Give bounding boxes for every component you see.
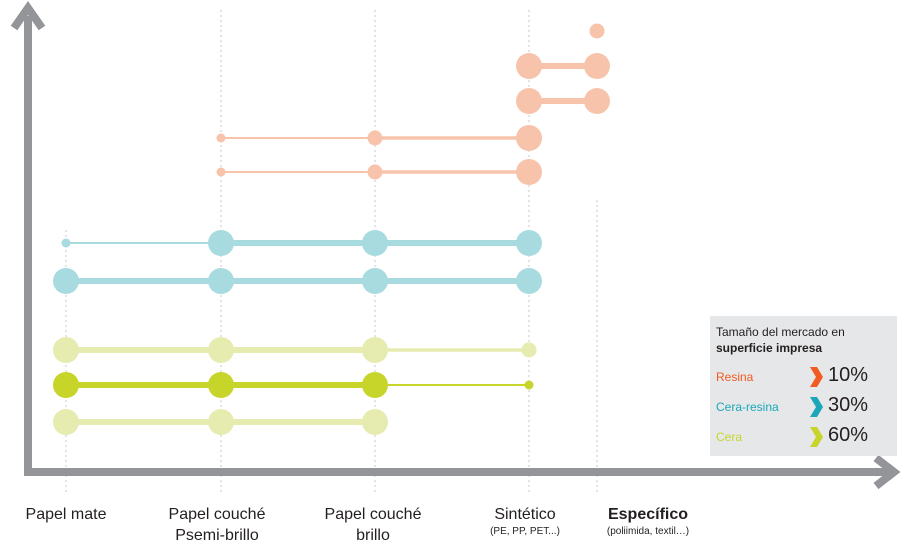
- series-point: [524, 380, 534, 390]
- series-point: [208, 230, 234, 256]
- x-axis: [24, 454, 901, 490]
- legend-item-value: 60%: [828, 424, 869, 446]
- x-tick-sublabel: (poliimida, textil…): [606, 526, 690, 537]
- series-point: [362, 337, 388, 363]
- x-tick-label-line: Sintético: [494, 506, 556, 523]
- series-point: [362, 409, 388, 435]
- series-point: [362, 372, 388, 398]
- legend-item-cera-resina: Cera-resina 30%: [716, 394, 891, 420]
- series-row-cera-resina: [61, 230, 542, 256]
- x-tick-label-line: Psemi-brillo: [175, 527, 259, 544]
- series-point: [521, 342, 537, 358]
- x-tick-label: Específico (poliimida, textil…): [578, 504, 718, 539]
- legend-item-label: Cera-resina: [716, 400, 779, 414]
- series-point: [516, 125, 542, 151]
- series-point: [208, 337, 234, 363]
- series-point: [208, 372, 234, 398]
- legend-subtitle: superficie impresa: [716, 341, 823, 355]
- series-row-resina: [589, 23, 605, 39]
- series-point: [362, 268, 388, 294]
- y-axis: [10, 1, 46, 472]
- legend-title: Tamaño del mercado en: [716, 325, 845, 339]
- series-row-resina: [516, 53, 610, 79]
- series-point: [516, 88, 542, 114]
- x-tick-label-line: Papel couché: [324, 506, 422, 523]
- x-tick-label-line: Papel couché: [168, 506, 266, 523]
- y-axis-arrow-icon: [10, 1, 46, 31]
- chevron-right-icon: [810, 367, 823, 387]
- x-tick-label-line: brillo: [356, 527, 390, 544]
- x-axis-arrow-icon: [873, 454, 901, 490]
- series-point: [516, 268, 542, 294]
- series-row-cera: [53, 409, 388, 435]
- series-point: [53, 372, 79, 398]
- series-point: [61, 238, 71, 248]
- chart-series: [53, 23, 610, 435]
- series-point: [208, 268, 234, 294]
- series-row-resina: [216, 125, 542, 151]
- legend-item-cera: Cera 60%: [716, 424, 891, 450]
- x-tick-label-line: Papel mate: [25, 506, 107, 523]
- legend-item-value: 30%: [828, 394, 869, 416]
- series-point: [216, 133, 226, 143]
- legend: Tamaño del mercado en superficie impresa…: [710, 316, 897, 456]
- series-row-resina: [216, 159, 542, 185]
- x-tick-label-line: Específico: [607, 506, 689, 523]
- series-row-resina: [516, 88, 610, 114]
- series-point: [516, 53, 542, 79]
- series-point: [53, 409, 79, 435]
- series-row-cera: [53, 337, 537, 363]
- series-point: [584, 53, 610, 79]
- series-point: [516, 230, 542, 256]
- series-point: [589, 23, 605, 39]
- x-tick-label: Papel mate: [0, 504, 136, 525]
- x-tick-label: Sintético (PE, PP, PET...): [455, 504, 595, 539]
- legend-item-label: Cera: [716, 430, 743, 444]
- series-row-cera: [53, 372, 534, 398]
- series-point: [53, 337, 79, 363]
- series-point: [367, 130, 383, 146]
- series-point: [362, 230, 388, 256]
- x-tick-label: Papel couché Psemi-brillo: [147, 504, 287, 546]
- x-tick-label: Papel couché brillo: [303, 504, 443, 546]
- series-point: [516, 159, 542, 185]
- chevron-right-icon: [810, 427, 823, 447]
- x-tick-sublabel: (PE, PP, PET...): [490, 526, 560, 537]
- series-point: [208, 409, 234, 435]
- series-point: [53, 268, 79, 294]
- series-point: [367, 164, 383, 180]
- legend-item-resina: Resina 10%: [716, 364, 891, 390]
- legend-item-label: Resina: [716, 370, 754, 384]
- series-point: [584, 88, 610, 114]
- chevron-right-icon: [810, 397, 823, 417]
- series-row-cera-resina: [53, 268, 542, 294]
- legend-item-value: 10%: [828, 364, 869, 386]
- series-point: [216, 167, 226, 177]
